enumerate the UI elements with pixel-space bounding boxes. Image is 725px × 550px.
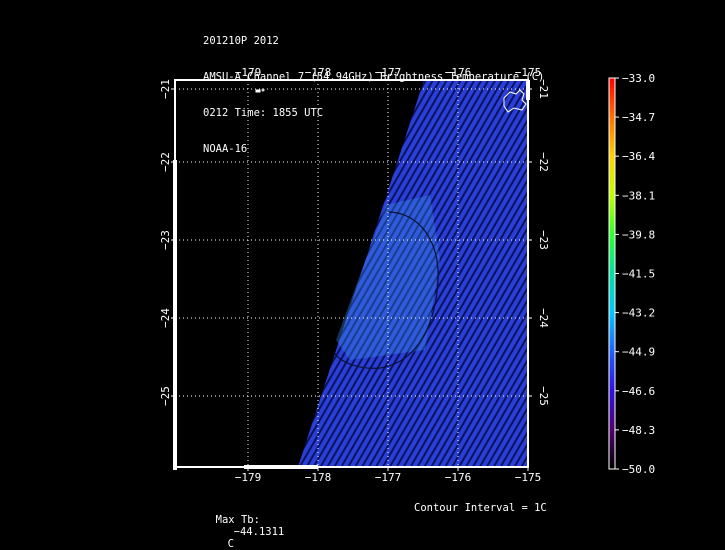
lon-tick-label-bottom: −176 <box>445 471 472 484</box>
lat-tick-label-right: −25 <box>537 386 550 406</box>
max-tb-readout: Max Tb: −44.1311 C <box>203 502 285 550</box>
contour-interval: Contour Interval = 1C <box>414 502 547 514</box>
colorbar-label: −34.7 <box>622 111 655 124</box>
satellite-swath <box>298 80 528 467</box>
header-storm-id: 201210P 2012 <box>203 35 279 47</box>
max-tb-label: Max Tb: <box>215 514 260 526</box>
colorbar-label: −44.9 <box>622 346 655 359</box>
colorbar-label: −46.6 <box>622 385 655 398</box>
lon-tick-label-bottom: −178 <box>305 471 332 484</box>
lat-tick-label-right: −21 <box>537 79 550 99</box>
lon-tick-label-top: −175 <box>515 66 542 79</box>
lat-tick-label-right: −24 <box>537 308 550 328</box>
colorbar-label: −50.0 <box>622 463 655 476</box>
lat-tick-label-left: −25 <box>159 386 172 406</box>
colorbar-label: −39.8 <box>622 228 655 241</box>
colorbar-label: −38.1 <box>622 189 655 202</box>
lon-tick-label-bottom: −175 <box>515 471 542 484</box>
header-satellite: NOAA-16 <box>203 143 248 155</box>
lat-tick-label-left: −23 <box>159 230 172 250</box>
lat-tick-label-left: −24 <box>159 308 172 328</box>
lon-tick-label-top: −179 <box>235 66 262 79</box>
lon-tick-label-top: −176 <box>445 66 472 79</box>
lon-tick-label-top: −178 <box>305 66 332 79</box>
frame-thick-segments <box>173 80 530 470</box>
lon-tick-label-bottom: −177 <box>375 471 402 484</box>
warm-core-region <box>336 195 440 360</box>
max-tb-value: −44.1311 <box>233 526 285 538</box>
colorbar-label: −36.4 <box>622 150 655 163</box>
colorbar-label: −33.0 <box>622 72 655 85</box>
colorbar-label: −48.3 <box>622 424 655 437</box>
colorbar-label: −41.5 <box>622 268 655 281</box>
lon-tick-label-top: −177 <box>375 66 402 79</box>
colorbar-label: −43.2 <box>622 307 655 320</box>
lat-tick-label-right: −23 <box>537 230 550 250</box>
lon-tick-label-bottom: −179 <box>235 471 262 484</box>
lat-tick-label-right: −22 <box>537 152 550 172</box>
colorbar-gradient <box>608 77 616 470</box>
lat-tick-label-left: −21 <box>159 79 172 99</box>
lat-tick-label-left: −22 <box>159 152 172 172</box>
island-outlines <box>255 88 527 113</box>
max-tb-unit: C <box>227 538 234 550</box>
temperature-contour <box>333 211 439 369</box>
